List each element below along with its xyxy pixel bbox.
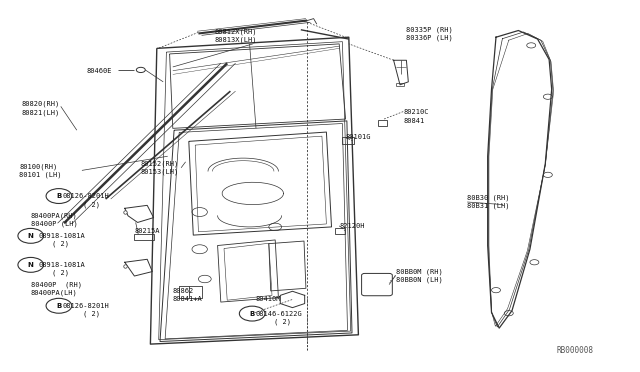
Text: 80400PA(RH): 80400PA(RH): [31, 212, 77, 219]
Text: 08918-1081A: 08918-1081A: [38, 233, 85, 239]
Text: 80841: 80841: [403, 118, 424, 124]
Text: 80215A: 80215A: [134, 228, 160, 234]
Text: ( 2): ( 2): [274, 318, 291, 325]
Text: 80400PA(LH): 80400PA(LH): [31, 290, 77, 296]
Text: 80BB0M (RH): 80BB0M (RH): [396, 268, 442, 275]
Text: B: B: [56, 303, 61, 309]
Text: 80862: 80862: [173, 288, 194, 294]
Text: RB000008: RB000008: [557, 346, 594, 355]
Text: 08126-8201H: 08126-8201H: [63, 193, 109, 199]
Text: ( 2): ( 2): [83, 201, 100, 208]
Text: 80101 (LH): 80101 (LH): [19, 171, 61, 178]
Text: 08126-8201H: 08126-8201H: [63, 303, 109, 309]
Text: ( 2): ( 2): [52, 270, 70, 276]
Bar: [378, 120, 387, 126]
Text: 80B31 (LH): 80B31 (LH): [467, 203, 509, 209]
FancyBboxPatch shape: [362, 273, 392, 296]
Text: N: N: [28, 262, 34, 268]
Text: 80100(RH): 80100(RH): [19, 163, 58, 170]
Text: 08146-6122G: 08146-6122G: [256, 311, 303, 317]
Text: 80210C: 80210C: [403, 109, 429, 115]
Text: 80813X(LH): 80813X(LH): [214, 36, 257, 43]
Text: ( 2): ( 2): [52, 241, 70, 247]
Text: 80410M: 80410M: [256, 296, 282, 302]
Text: 80101G: 80101G: [346, 134, 371, 140]
Text: 82120H: 82120H: [339, 223, 365, 229]
Text: 80400P  (RH): 80400P (RH): [31, 282, 82, 288]
Text: 80460E: 80460E: [86, 68, 112, 74]
Text: 08918-1081A: 08918-1081A: [38, 262, 85, 268]
Text: 80336P (LH): 80336P (LH): [406, 35, 453, 41]
Text: 80841+A: 80841+A: [173, 296, 202, 302]
Bar: [134, 234, 154, 240]
Bar: [342, 137, 354, 144]
Text: 80B30 (RH): 80B30 (RH): [467, 195, 509, 201]
Text: ( 2): ( 2): [83, 311, 100, 317]
Text: 80BB0N (LH): 80BB0N (LH): [396, 276, 442, 283]
Text: 80821(LH): 80821(LH): [21, 109, 60, 116]
Bar: [335, 228, 345, 234]
Text: 80152(RH): 80152(RH): [141, 160, 179, 167]
Text: N: N: [28, 233, 34, 239]
Text: B: B: [250, 311, 255, 317]
Text: 80820(RH): 80820(RH): [21, 101, 60, 108]
Text: B: B: [56, 193, 61, 199]
Text: 80153(LH): 80153(LH): [141, 169, 179, 175]
Text: 80400P (LH): 80400P (LH): [31, 221, 77, 227]
Text: 80812X(RH): 80812X(RH): [214, 28, 257, 35]
Text: 80335P (RH): 80335P (RH): [406, 26, 453, 33]
